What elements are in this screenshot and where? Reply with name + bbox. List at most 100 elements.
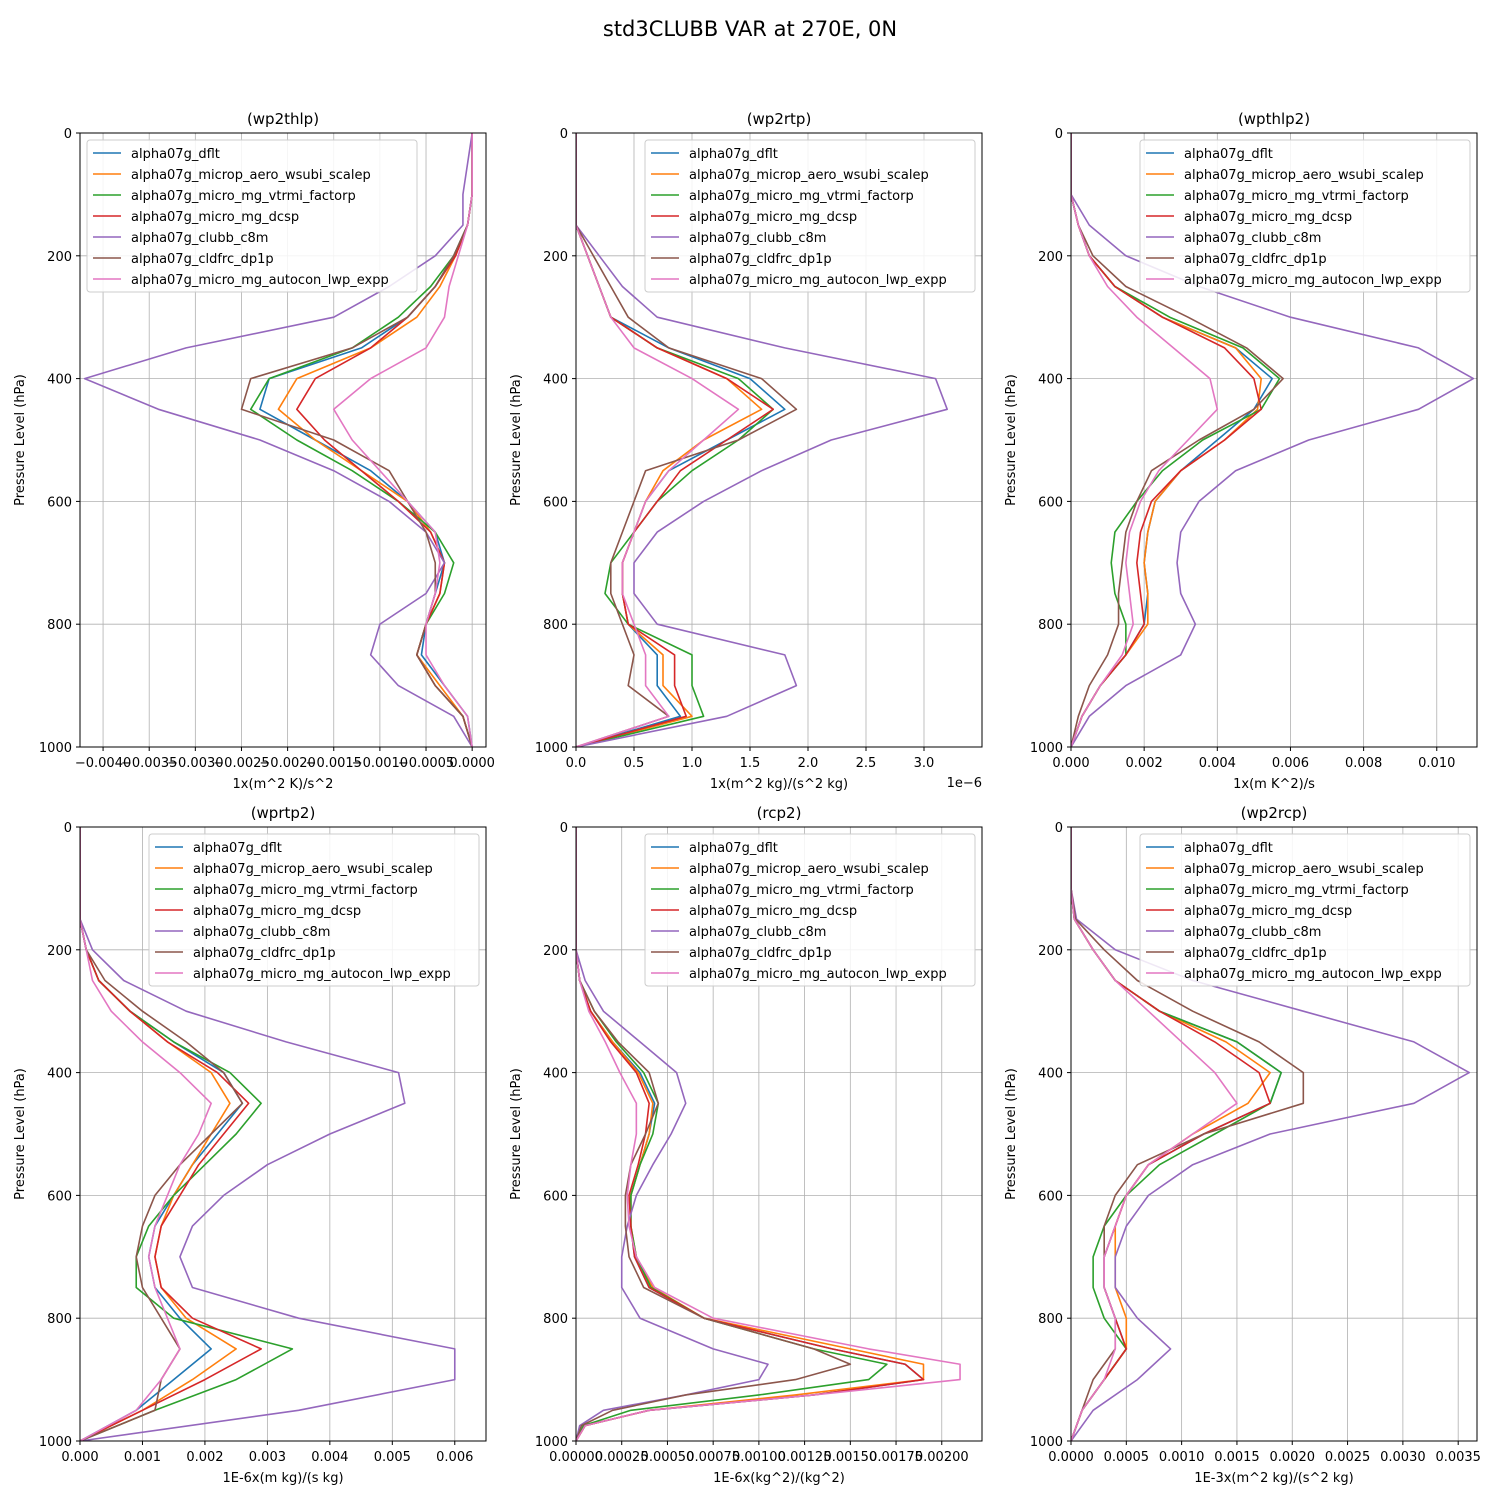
y-tick-label: 800 (47, 618, 72, 633)
series-group (576, 133, 949, 747)
legend: alpha07g_dflt alpha07g_microp_aero_wsubi_… (644, 139, 976, 293)
legend-label: alpha07g_microp_aero_wsubi_scalep (131, 168, 371, 183)
x-tick-label: 0.00000 (549, 1450, 603, 1465)
legend-label: alpha07g_micro_mg_autocon_lwp_expp (1184, 967, 1442, 982)
x-tick-label: 1.5 (740, 756, 761, 771)
legend-label: alpha07g_microp_aero_wsubi_scalep (1184, 862, 1424, 877)
legend-label: alpha07g_dflt (689, 841, 778, 856)
legend-label: alpha07g_dflt (689, 147, 778, 162)
legend-label: alpha07g_micro_mg_autocon_lwp_expp (1184, 273, 1442, 288)
legend-label: alpha07g_micro_mg_vtrmi_factorp (689, 883, 914, 898)
y-tick-label: 600 (1038, 495, 1063, 510)
y-tick-label: 1000 (39, 741, 72, 756)
x-tick-label: 1.0 (682, 756, 703, 771)
legend-label: alpha07g_micro_mg_dcsp (193, 904, 361, 919)
x-tick-label: −0.0020 (259, 756, 315, 771)
legend: alpha07g_dflt alpha07g_microp_aero_wsubi_… (86, 139, 418, 293)
x-axis-label: 1x(m^2 K)/s^2 (233, 777, 334, 792)
x-axis-label: 1E-3x(m^2 kg)/(s^2 kg) (1194, 1471, 1353, 1486)
legend: alpha07g_dflt alpha07g_microp_aero_wsubi_… (1139, 139, 1471, 293)
legend-box (1139, 139, 1471, 293)
y-tick-label: 800 (543, 1312, 568, 1327)
x-offset-label: 1e−6 (947, 776, 982, 791)
legend-label: alpha07g_micro_mg_vtrmi_factorp (131, 189, 356, 204)
x-tick-label: 0.0015 (1214, 1450, 1260, 1465)
legend-label: alpha07g_micro_mg_autocon_lwp_expp (193, 967, 451, 982)
figure-title: std3CLUBB VAR at 270E, 0N (603, 17, 897, 41)
x-tick-label: 0.0035 (1435, 1450, 1481, 1465)
x-tick-label: 0.00175 (869, 1450, 923, 1465)
legend-label: alpha07g_microp_aero_wsubi_scalep (1184, 168, 1424, 183)
series-line-alpha07g_micro_mg_autocon_lwp_expp (1071, 133, 1219, 747)
legend-label: alpha07g_cldfrc_dp1p (131, 252, 274, 267)
y-tick-label: 800 (1038, 1312, 1063, 1327)
series-line-alpha07g_micro_mg_dcsp (576, 827, 925, 1441)
subplot-title: (wpthlp2) (1238, 110, 1310, 128)
series-line-alpha07g_cldfrc_dp1p (576, 133, 798, 747)
legend-label: alpha07g_dflt (1184, 841, 1273, 856)
legend-label: alpha07g_clubb_c8m (193, 925, 330, 940)
series-line-alpha07g_clubb_c8m (576, 827, 769, 1441)
y-tick-label: 200 (543, 250, 568, 265)
legend-label: alpha07g_micro_mg_dcsp (689, 904, 857, 919)
y-tick-label: 600 (543, 495, 568, 510)
subplot-5: 0.000000.000250.000500.000750.001000.001… (509, 804, 983, 1486)
y-tick-label: 1000 (1030, 741, 1063, 756)
x-tick-label: 0.00050 (641, 1450, 695, 1465)
legend-label: alpha07g_dflt (193, 841, 282, 856)
legend: alpha07g_dflt alpha07g_microp_aero_wsubi_… (1139, 833, 1471, 987)
legend-label: alpha07g_micro_mg_vtrmi_factorp (193, 883, 418, 898)
legend-label: alpha07g_micro_mg_vtrmi_factorp (689, 189, 914, 204)
legend-label: alpha07g_micro_mg_autocon_lwp_expp (689, 967, 947, 982)
y-tick-label: 200 (47, 944, 72, 959)
y-tick-label: 600 (1038, 1189, 1063, 1204)
x-tick-label: −0.0025 (213, 756, 269, 771)
x-tick-label: 0.000 (1052, 756, 1089, 771)
legend: alpha07g_dflt alpha07g_microp_aero_wsubi_… (644, 833, 976, 987)
x-tick-label: 0.0000 (449, 756, 495, 771)
x-tick-label: 0.5 (624, 756, 645, 771)
y-tick-label: 200 (1038, 250, 1063, 265)
x-tick-label: 0.002 (1126, 756, 1163, 771)
x-tick-label: −0.0035 (121, 756, 177, 771)
series-line-alpha07g_clubb_c8m (1071, 827, 1471, 1441)
legend-box (148, 833, 480, 987)
subplot-3: 0.000 0.002 0.004 0.006 0.008 0.010 0 200 400 600… (1004, 110, 1478, 792)
legend-label: alpha07g_micro_mg_dcsp (689, 210, 857, 225)
y-tick-label: 400 (47, 1067, 72, 1082)
x-tick-label: 0.0 (566, 756, 587, 771)
legend-label: alpha07g_micro_mg_dcsp (131, 210, 299, 225)
x-tick-label: −0.0005 (398, 756, 454, 771)
series-line-alpha07g_cldfrc_dp1p (240, 133, 473, 747)
x-tick-label: 0.008 (1345, 756, 1382, 771)
subplot-title: (wprtp2) (251, 804, 316, 822)
legend-label: alpha07g_dflt (131, 147, 220, 162)
subplot-1: −0.0040−0.0035−0.0030−0.0025−0.0020−0.00… (13, 110, 495, 792)
legend-label: alpha07g_clubb_c8m (131, 231, 268, 246)
y-tick-label: 0 (1055, 821, 1063, 836)
x-tick-label: 0.0030 (1380, 1450, 1426, 1465)
series-line-alpha07g_micro_mg_autocon_lwp_expp (1071, 827, 1238, 1441)
y-tick-label: 200 (543, 944, 568, 959)
legend-label: alpha07g_micro_mg_dcsp (1184, 210, 1352, 225)
legend-label: alpha07g_dflt (1184, 147, 1273, 162)
y-tick-label: 600 (47, 1189, 72, 1204)
series-line-alpha07g_clubb_c8m (83, 133, 473, 747)
x-tick-label: 0.0010 (1159, 1450, 1205, 1465)
subplot-title: (wp2thlp) (247, 110, 319, 128)
legend-label: alpha07g_cldfrc_dp1p (1184, 946, 1327, 961)
series-group (576, 827, 961, 1441)
subplot-title: (rcp2) (757, 804, 802, 822)
x-tick-label: −0.0010 (352, 756, 408, 771)
legend-box (1139, 833, 1471, 987)
legend-label: alpha07g_cldfrc_dp1p (193, 946, 336, 961)
series-line-alpha07g_clubb_c8m (1071, 133, 1475, 747)
y-tick-label: 0 (64, 127, 72, 142)
x-axis-label: 1E-6x(m kg)/(s kg) (222, 1471, 343, 1486)
series-line-alpha07g_cldfrc_dp1p (576, 827, 852, 1441)
y-tick-label: 1000 (535, 741, 568, 756)
legend-label: alpha07g_micro_mg_vtrmi_factorp (1184, 189, 1409, 204)
x-tick-label: 0.004 (311, 1450, 348, 1465)
series-line-alpha07g_clubb_c8m (576, 133, 949, 747)
x-tick-label: 0.003 (249, 1450, 286, 1465)
